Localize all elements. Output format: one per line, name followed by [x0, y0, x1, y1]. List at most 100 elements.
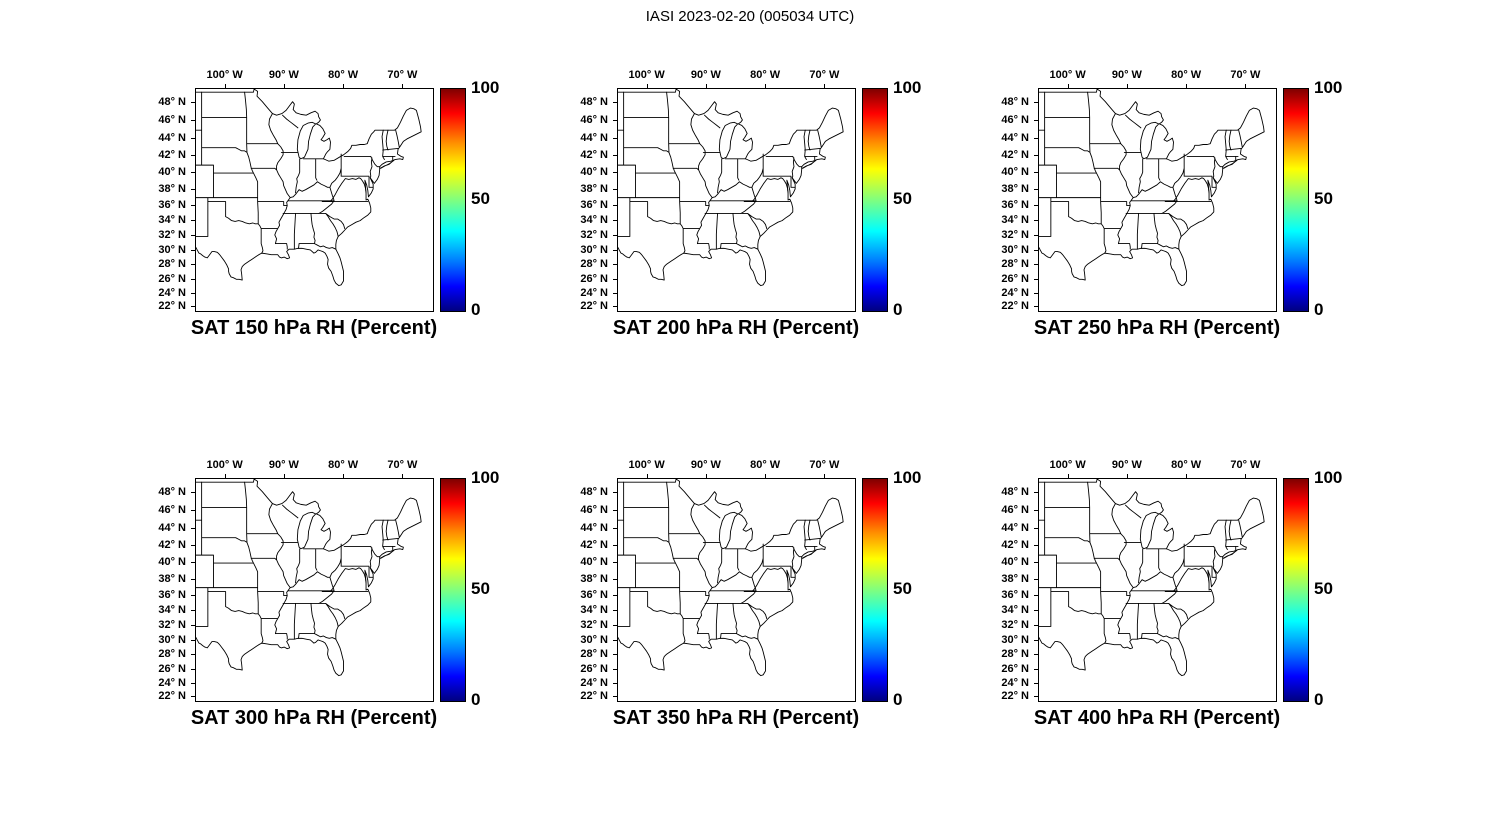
map-box: [195, 478, 434, 702]
latitude-tick-mark: [1034, 155, 1038, 157]
latitude-tick-label: 40° N: [158, 556, 186, 569]
longitude-tick-label: 90° W: [268, 459, 299, 471]
panel: 100° W 90° W 80° W 70° W 48° N: [572, 458, 952, 758]
latitude-tick-mark: [613, 204, 617, 206]
latitude-tick-label: 34° N: [580, 603, 608, 616]
longitude-tick-mark: [1126, 84, 1128, 88]
latitude-tick-mark: [191, 138, 195, 140]
latitude-tick-mark: [191, 491, 195, 493]
panel: 100° W 90° W 80° W 70° W 48° N: [572, 68, 952, 368]
latitude-axis: 48° N 46° N 44° N 42° N 40° N 38° N: [993, 88, 1038, 313]
latitude-tick-mark: [613, 562, 617, 564]
latitude-tick-label: 40° N: [1001, 556, 1029, 569]
latitude-tick-label: 28° N: [1001, 258, 1029, 271]
latitude-tick-label: 46° N: [580, 114, 608, 127]
latitude-tick-label: 22° N: [1001, 300, 1029, 313]
latitude-tick-label: 24° N: [1001, 286, 1029, 299]
latitude-tick-mark: [1034, 235, 1038, 237]
latitude-tick-label: 34° N: [580, 213, 608, 226]
latitude-tick-mark: [613, 264, 617, 266]
panel-caption: SAT 150 hPa RH (Percent): [190, 317, 438, 339]
latitude-tick-label: 48° N: [158, 95, 186, 108]
latitude-tick-label: 28° N: [1001, 648, 1029, 661]
latitude-tick-mark: [1034, 138, 1038, 140]
colorbar-tick-label: 50: [471, 189, 490, 208]
longitude-tick-label: 70° W: [1230, 69, 1261, 81]
latitude-tick-label: 46° N: [158, 114, 186, 127]
latitude-tick-mark: [191, 639, 195, 641]
latitude-tick-mark: [1034, 639, 1038, 641]
latitude-tick-label: 34° N: [1001, 213, 1029, 226]
longitude-tick-mark: [1067, 84, 1069, 88]
latitude-tick-mark: [191, 249, 195, 251]
colorbar-tick-label: 0: [1314, 300, 1324, 319]
colorbar-axis: 100 50 0: [893, 468, 948, 709]
latitude-tick-mark: [613, 594, 617, 596]
map-box: [1038, 478, 1277, 702]
latitude-tick-mark: [191, 578, 195, 580]
colorbar: [440, 478, 466, 702]
latitude-tick-label: 28° N: [158, 648, 186, 661]
latitude-tick-mark: [613, 668, 617, 670]
latitude-tick-label: 42° N: [158, 149, 186, 162]
colorbar-axis: 100 50 0: [893, 78, 948, 319]
latitude-tick-label: 32° N: [158, 619, 186, 632]
latitude-tick-mark: [191, 682, 195, 684]
latitude-tick-mark: [191, 278, 195, 280]
longitude-tick-label: 100° W: [206, 459, 243, 471]
colorbar-axis: 100 50 0: [471, 78, 526, 319]
panel-caption: SAT 300 hPa RH (Percent): [190, 707, 438, 729]
latitude-tick-mark: [1034, 625, 1038, 627]
latitude-tick-label: 46° N: [1001, 504, 1029, 517]
map-box: [1038, 88, 1277, 312]
latitude-tick-label: 48° N: [580, 95, 608, 108]
latitude-tick-label: 24° N: [1001, 676, 1029, 689]
figure-title: IASI 2023-02-20 (005034 UTC): [645, 8, 855, 25]
latitude-tick-mark: [613, 101, 617, 103]
latitude-tick-mark: [191, 696, 195, 698]
latitude-tick-label: 42° N: [580, 539, 608, 552]
longitude-tick-label: 70° W: [387, 459, 418, 471]
longitude-tick-label: 100° W: [1049, 69, 1086, 81]
longitude-tick-mark: [283, 474, 285, 478]
latitude-tick-mark: [191, 609, 195, 611]
latitude-tick-mark: [191, 188, 195, 190]
latitude-tick-mark: [613, 155, 617, 157]
latitude-tick-label: 38° N: [580, 572, 608, 585]
longitude-tick-label: 80° W: [328, 459, 359, 471]
longitude-tick-label: 70° W: [809, 459, 840, 471]
latitude-tick-label: 32° N: [580, 619, 608, 632]
latitude-tick-label: 44° N: [158, 522, 186, 535]
colorbar: [1283, 88, 1309, 312]
latitude-tick-mark: [1034, 188, 1038, 190]
latitude-tick-mark: [1034, 545, 1038, 547]
latitude-tick-mark: [613, 654, 617, 656]
longitude-tick-label: 80° W: [750, 69, 781, 81]
latitude-tick-mark: [1034, 491, 1038, 493]
latitude-tick-label: 48° N: [580, 485, 608, 498]
latitude-tick-label: 38° N: [158, 182, 186, 195]
latitude-tick-label: 30° N: [158, 633, 186, 646]
latitude-tick-label: 24° N: [580, 286, 608, 299]
latitude-tick-mark: [613, 545, 617, 547]
longitude-tick-mark: [224, 84, 226, 88]
panel: 100° W 90° W 80° W 70° W 48° N: [150, 458, 530, 758]
longitude-tick-mark: [705, 474, 707, 478]
longitude-tick-label: 100° W: [628, 459, 665, 471]
longitude-tick-mark: [824, 474, 826, 478]
latitude-tick-label: 34° N: [158, 603, 186, 616]
longitude-tick-label: 100° W: [1049, 459, 1086, 471]
latitude-tick-label: 22° N: [580, 300, 608, 313]
latitude-tick-mark: [1034, 204, 1038, 206]
longitude-axis: 100° W 90° W 80° W 70° W: [617, 458, 854, 478]
latitude-tick-label: 22° N: [158, 690, 186, 703]
panel-caption: SAT 400 hPa RH (Percent): [1033, 707, 1281, 729]
colorbar-tick-label: 100: [1314, 468, 1343, 487]
latitude-tick-mark: [613, 696, 617, 698]
latitude-tick-label: 26° N: [158, 272, 186, 285]
latitude-tick-mark: [191, 219, 195, 221]
latitude-axis: 48° N 46° N 44° N 42° N 40° N 38° N: [993, 478, 1038, 702]
longitude-tick-mark: [1186, 474, 1188, 478]
latitude-tick-mark: [191, 562, 195, 564]
latitude-tick-label: 22° N: [580, 690, 608, 703]
